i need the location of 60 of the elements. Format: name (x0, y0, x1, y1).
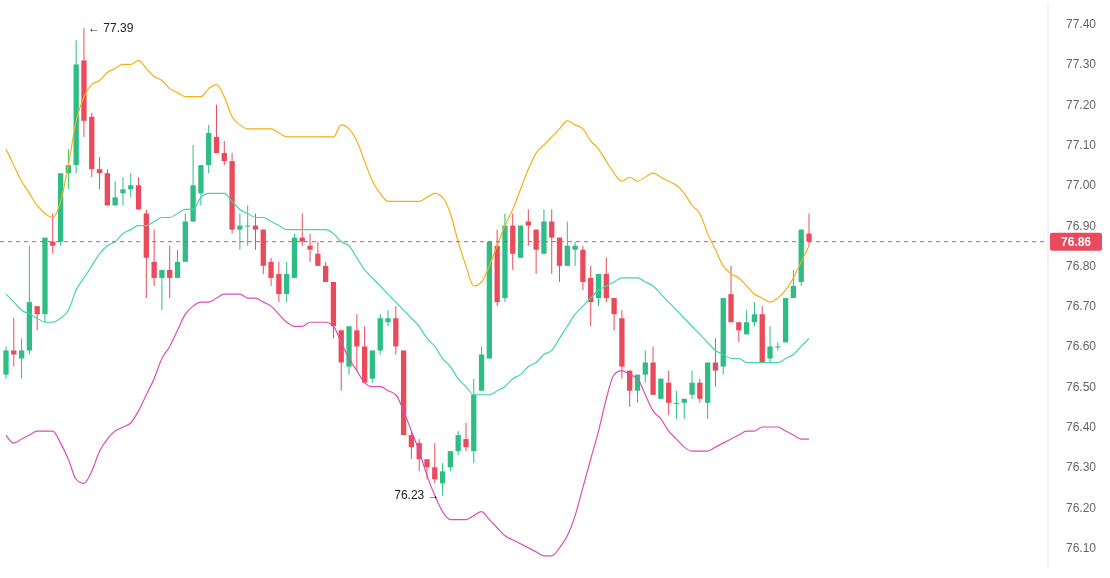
y-tick-label: 77.00 (1065, 178, 1097, 193)
line-series (5, 59, 810, 303)
candlestick (18, 337, 25, 380)
candlestick (322, 261, 329, 283)
candlestick (689, 370, 695, 400)
y-tick-label: 76.50 (1065, 379, 1097, 394)
candlestick (167, 245, 173, 299)
y-tick-label: 76.20 (1065, 500, 1097, 515)
candlestick (432, 442, 438, 484)
y-tick-label: 76.40 (1065, 420, 1097, 434)
candlestick (112, 180, 118, 206)
y-tick-label: 77.20 (1065, 97, 1097, 112)
y-tick-label: 77.30 (1065, 57, 1097, 72)
candlestick (439, 462, 446, 496)
candlestick (673, 390, 680, 420)
candlestick (767, 325, 773, 364)
y-tick-label: 76.30 (1065, 460, 1097, 475)
candlestick (245, 204, 251, 247)
candlestick (213, 104, 220, 154)
y-tick-label: 76.80 (1065, 258, 1097, 273)
candlestick (385, 309, 391, 327)
y-tick-label: 76.10 (1065, 540, 1097, 555)
candlestick (354, 313, 360, 372)
candlestick (697, 378, 703, 404)
candlestick (34, 305, 40, 331)
candlestick (455, 430, 461, 456)
candlestick (751, 301, 758, 327)
line-series (5, 192, 810, 396)
candlestick (11, 317, 17, 368)
candlestick (284, 261, 290, 303)
candlestick (159, 269, 165, 311)
ref-line-label: 76.86 (1060, 235, 1092, 250)
candlestick (128, 172, 134, 198)
candlestick (237, 212, 243, 251)
y-tick-label: 76.90 (1065, 218, 1097, 233)
candlestick (564, 221, 570, 267)
candlestick (611, 297, 617, 331)
candlestick (120, 176, 126, 206)
candlestick (790, 269, 797, 299)
candlestick (743, 309, 750, 335)
candlestick (666, 370, 672, 416)
candlestick (572, 241, 578, 267)
candlestick (463, 422, 469, 452)
candlestick (276, 261, 282, 303)
candlestick (424, 458, 430, 480)
candlestick (315, 241, 321, 267)
candlestick (642, 349, 648, 384)
annotation: ← 77.39 (87, 21, 134, 36)
candlestick (221, 140, 227, 166)
y-tick-label: 76.60 (1065, 339, 1097, 354)
y-tick-label: 77.40 (1065, 17, 1097, 32)
y-tick-label: 77.10 (1065, 138, 1097, 152)
candlestick (268, 257, 274, 287)
candlestick (712, 337, 719, 388)
candlestick (736, 321, 742, 343)
candlestick (447, 450, 454, 472)
y-tick-label: 76.70 (1065, 299, 1097, 314)
candlestick (174, 249, 181, 279)
line-series (5, 293, 810, 557)
candlestick (96, 156, 103, 190)
